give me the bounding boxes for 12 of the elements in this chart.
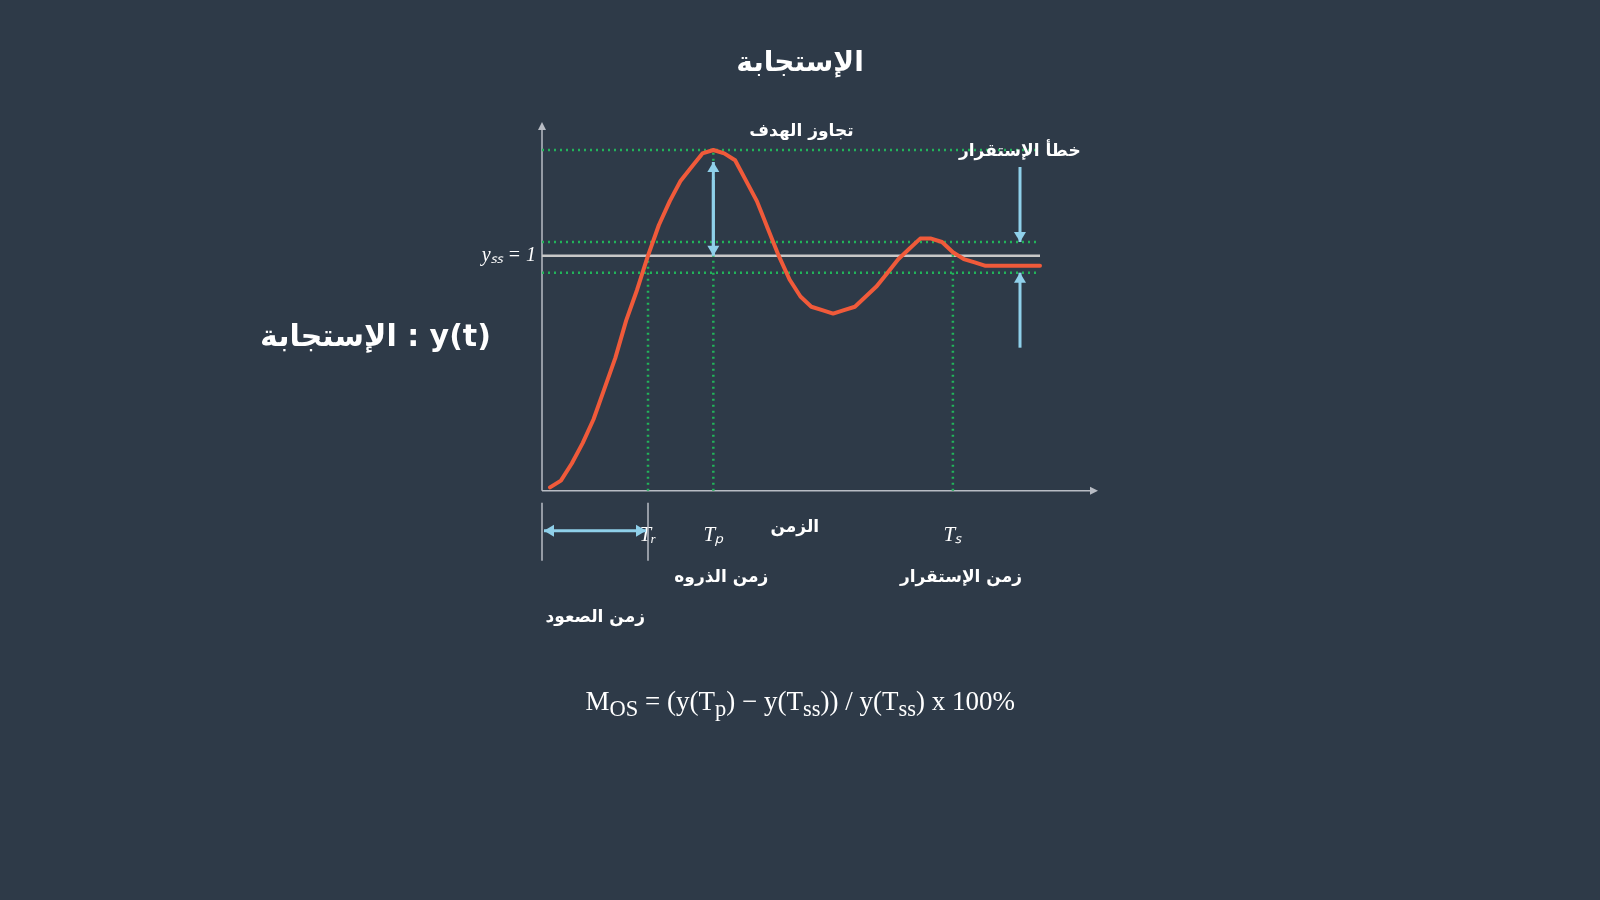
x-tick-label: Tₛ (943, 521, 963, 546)
text: زمن الصعود (545, 605, 645, 626)
x-axis-title: الزمن (770, 515, 820, 536)
y-axis-title: الإستجابة : y(t) (260, 318, 491, 353)
ref-line-label: yₛₛ = 1 (479, 242, 536, 266)
chart-title: الإستجابة (735, 45, 865, 78)
annotation: تجاوز الهدف (749, 120, 854, 140)
annotation: خطأ الإستقرار (959, 140, 1081, 160)
x-tick-label: Tₚ (703, 521, 725, 547)
text: زمن الذروه (674, 565, 769, 586)
text: M$_{OS}$ = (y(T$_{p}$) − y(T$_{ss}$)) / y(T$_{ss}$) x 100% (585, 685, 1015, 722)
text: زمن الإستقرار (899, 565, 1022, 586)
